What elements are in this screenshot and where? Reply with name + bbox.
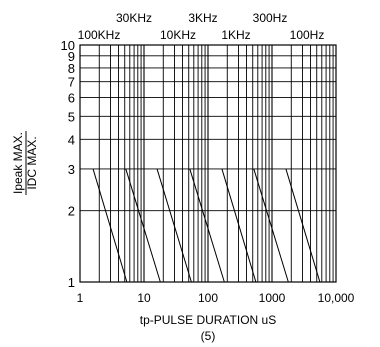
y-axis-label-numerator: Ipeak MAX. — [11, 132, 25, 194]
footnote-label: (5) — [201, 329, 216, 343]
frequency-label: 100Hz — [290, 28, 325, 42]
series-line-100hz — [285, 168, 321, 283]
y-tick-label: 10 — [61, 38, 75, 53]
y-tick-label: 3 — [68, 162, 75, 177]
x-tick-label: 100 — [198, 291, 218, 305]
frequency-label: 30KHz — [116, 11, 152, 25]
y-axis-label: Ipeak MAX. IDC MAX. — [11, 131, 39, 195]
y-tick-label: 1 — [68, 275, 75, 290]
x-tick-labels: 1 10 100 1000 10,000 — [77, 291, 355, 305]
y-tick-label: 8 — [68, 61, 75, 76]
series-line-10khz — [156, 168, 192, 283]
series-line-100khz — [92, 168, 128, 283]
y-tick-label: 4 — [68, 132, 75, 147]
series-line-3khz — [189, 168, 225, 283]
y-tick-label: 6 — [68, 91, 75, 106]
y-tick-label: 2 — [68, 204, 75, 219]
frequency-label: 100KHz — [78, 28, 121, 42]
x-tick-label: 1 — [77, 291, 84, 305]
y-tick-label: 5 — [68, 109, 75, 124]
x-tick-label: 1000 — [259, 291, 286, 305]
plot-frame — [79, 44, 337, 283]
series-line-1khz — [221, 168, 257, 283]
frequency-label: 3KHz — [188, 11, 217, 25]
grid-lines — [80, 45, 336, 282]
x-tick-label: 10 — [137, 291, 151, 305]
y-tick-label: 7 — [68, 75, 75, 90]
series-line-30khz — [125, 168, 161, 283]
frequency-labels: 30KHz 3KHz 300Hz 100KHz 10KHz 1KHz 100Hz — [78, 11, 325, 42]
x-axis-label: tp-PULSE DURATION uS — [140, 313, 276, 327]
frequency-label: 10KHz — [160, 28, 196, 42]
frequency-label: 1KHz — [221, 28, 250, 42]
x-tick-label: 10,000 — [318, 291, 355, 305]
frequency-label: 300Hz — [253, 11, 288, 25]
series-lines — [92, 168, 321, 283]
series-line-300hz — [253, 168, 289, 283]
y-axis-label-denominator: IDC MAX. — [25, 136, 39, 189]
y-tick-label: 9 — [68, 49, 75, 64]
